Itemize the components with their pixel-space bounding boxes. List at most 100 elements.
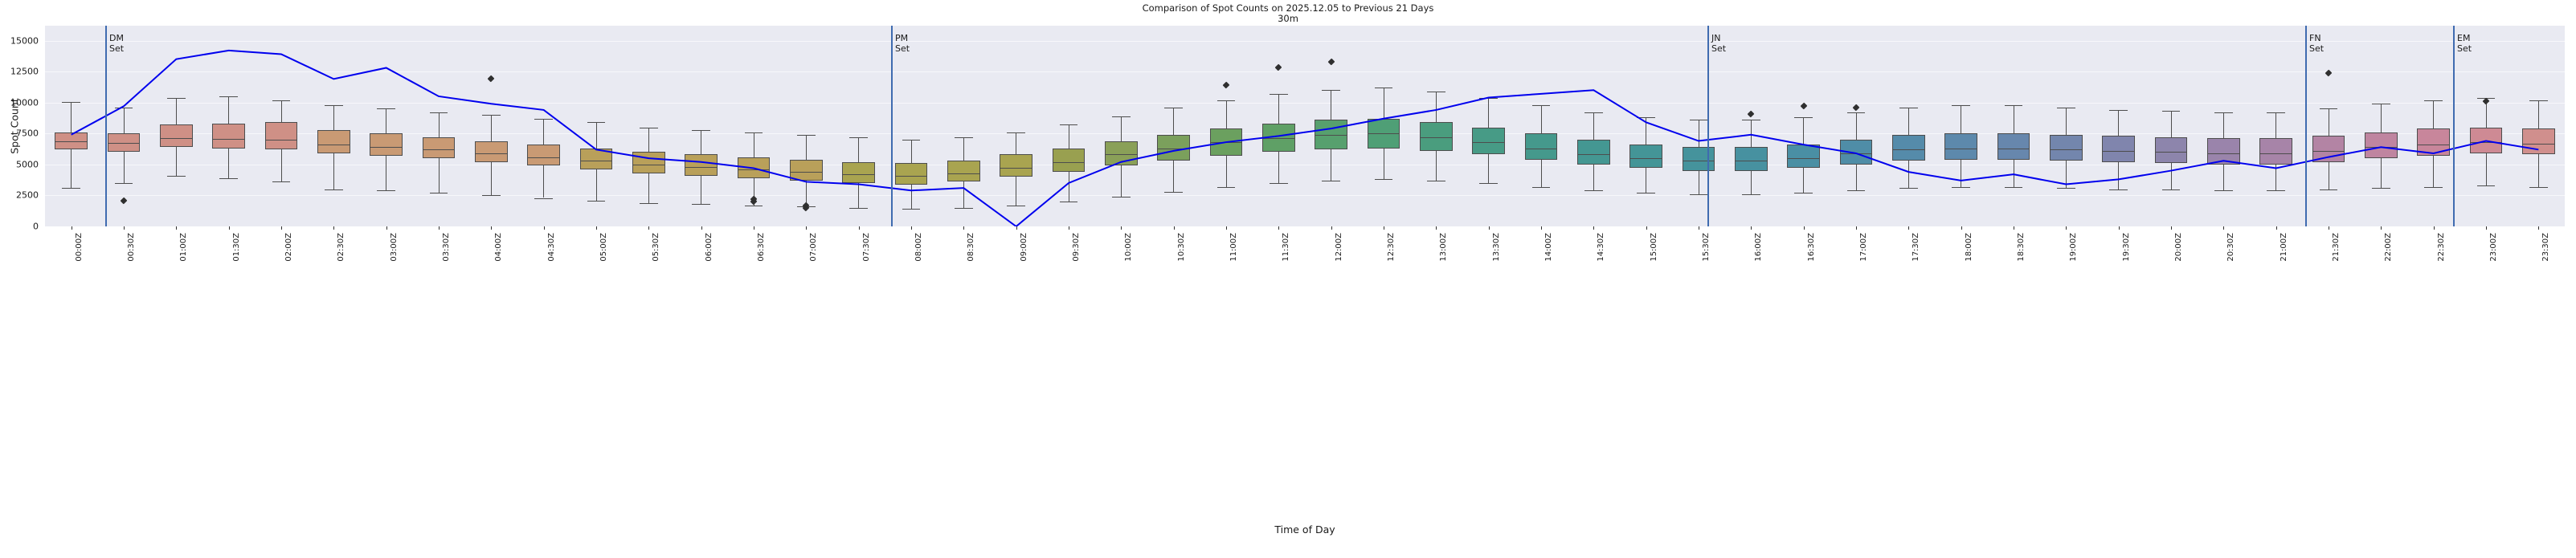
x-tick-label: 11:30Z [1282,233,1291,262]
x-tick-mark [124,226,125,230]
median-line [1420,136,1453,138]
trend-line [71,49,2539,226]
x-tick-mark [1541,226,1542,230]
x-tick-label: 12:00Z [1334,233,1343,262]
box [2469,127,2503,153]
box [212,123,245,149]
whisker-cap [692,204,710,206]
box [1105,141,1138,166]
whisker-cap [2056,188,2075,189]
box [1735,147,1768,171]
x-tick-label: 07:00Z [809,233,819,262]
x-tick-mark [1961,226,1962,230]
whisker-cap [1269,182,1288,184]
median-line [685,166,718,168]
box [1787,145,1820,169]
median-line [1787,158,1820,160]
whisker-cap [1479,182,1498,184]
whisker-cap [1952,104,1970,106]
whisker-cap [1846,112,1866,114]
x-tick-mark [911,226,912,230]
x-tick-mark [386,226,387,230]
x-tick-label: 10:00Z [1124,233,1134,262]
whisker-cap [1007,132,1025,133]
whisker-cap [1111,196,1131,198]
median-line [55,141,88,142]
whisker-cap [1111,116,1131,117]
x-axis-label: Time of Day [1274,523,1335,536]
y-tick-label: 5000 [16,159,39,170]
median-line [2259,153,2292,154]
gridline [45,133,2565,135]
box [790,159,823,181]
x-tick-label: 00:00Z [74,233,84,262]
y-tick-label: 10000 [10,97,39,108]
x-tick-label: 05:00Z [599,233,608,262]
median-line [1209,142,1243,144]
whisker-cap [272,181,291,183]
x-tick-label: 16:30Z [1806,233,1816,262]
x-tick-mark [2381,226,2382,230]
x-tick-label: 09:30Z [1072,233,1081,262]
median-line [842,174,875,176]
y-tick-label: 15000 [10,35,39,47]
whisker-cap [1531,104,1551,106]
box [1000,154,1032,177]
box [1839,139,1873,165]
x-tick-mark [2433,226,2435,230]
whisker-cap [2319,189,2338,190]
median-line [1000,168,1032,169]
box [2312,136,2345,162]
y-tick-label: 2500 [16,189,39,201]
whisker-cap [377,190,395,192]
x-tick-label: 05:30Z [652,233,661,262]
whisker-cap [796,134,816,136]
x-tick-mark [1436,226,1437,230]
x-tick-label: 11:00Z [1229,233,1238,262]
x-tick-label: 22:00Z [2384,233,2394,262]
x-tick-mark [1488,226,1490,230]
x-tick-label: 12:30Z [1387,233,1396,262]
x-tick-mark [2223,226,2225,230]
whisker-cap [692,129,710,131]
whisker-cap [1952,186,1970,188]
whisker-cap [62,188,80,189]
x-tick-mark [1331,226,1332,230]
x-tick-label: 18:30Z [2017,233,2026,262]
median-line [1892,149,1925,151]
outlier-marker [1327,58,1335,66]
event-vline [891,26,893,226]
median-line [2312,150,2345,152]
whisker-cap [481,115,501,116]
whisker-cap [744,132,763,133]
whisker-cap [324,189,343,190]
outlier-marker [2482,97,2490,105]
x-tick-label: 01:30Z [231,233,241,262]
x-tick-mark [491,226,493,230]
x-tick-label: 10:30Z [1176,233,1186,262]
box [1577,139,1610,165]
title-block: Comparison of Spot Counts on 2025.12.05 … [0,2,2576,24]
box [1629,145,1662,169]
x-tick-mark [1121,226,1122,230]
x-tick-label: 09:00Z [1019,233,1028,262]
event-vline [105,26,107,226]
box [2102,136,2135,162]
whisker-cap [2267,112,2285,114]
box [2154,136,2188,164]
whisker-cap [534,118,553,120]
whisker-cap [1846,190,1866,192]
x-tick-mark [2538,226,2540,230]
median-line [2207,153,2240,154]
box [685,154,718,176]
event-label: FN Set [2309,33,2325,54]
median-line [2522,143,2555,145]
x-tick-label: 19:30Z [2121,233,2131,262]
x-tick-mark [1593,226,1595,230]
x-tick-label: 22:30Z [2436,233,2446,262]
median-line [790,172,823,173]
whisker-cap [2476,185,2496,187]
median-line [947,173,980,174]
x-tick-label: 17:00Z [1859,233,1868,262]
x-tick-mark [228,226,230,230]
